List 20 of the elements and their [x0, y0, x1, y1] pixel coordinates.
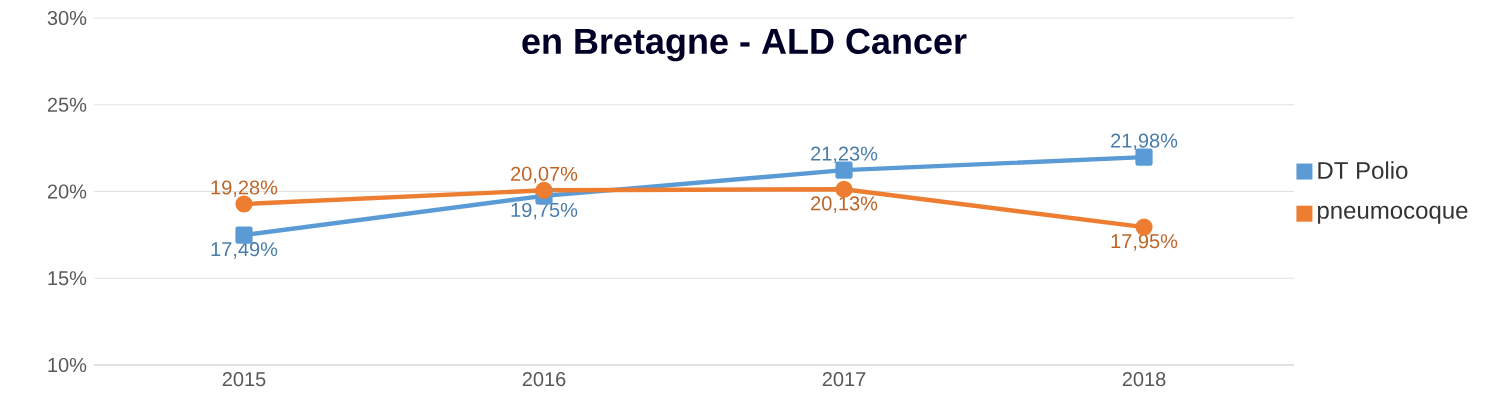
data-label: 20,13%: [811, 196, 878, 213]
data-label: 17,49%: [211, 242, 278, 259]
y-tick-label: 20%: [47, 184, 87, 199]
x-tick-label: 2018: [1122, 372, 1166, 387]
data-label: 21,98%: [1111, 133, 1178, 151]
data-label: 17,95%: [1111, 234, 1178, 251]
data-label: 19,75%: [511, 202, 578, 220]
data-label: 20,07%: [511, 166, 578, 184]
legend-label: pneumocoque: [1317, 205, 1468, 224]
x-tick-label: 2015: [222, 372, 266, 387]
y-tick-label: 25%: [47, 97, 87, 112]
chart-title: en Bretagne - ALD Cancer: [522, 28, 967, 62]
data-label: 21,23%: [811, 146, 878, 164]
y-tick-label: 15%: [48, 271, 87, 286]
y-tick-label: 10%: [48, 357, 87, 373]
data-label: 19,28%: [211, 180, 278, 197]
legend-label: DT Polio: [1318, 161, 1408, 179]
x-tick-label: 2016: [522, 372, 566, 387]
y-tick-label: 30%: [47, 10, 87, 26]
x-tick-label: 2017: [822, 372, 866, 387]
